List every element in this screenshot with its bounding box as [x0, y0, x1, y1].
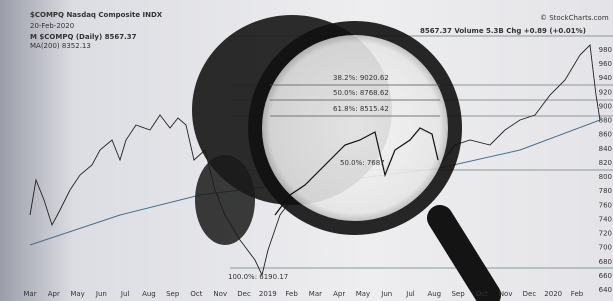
x-label: 2020 — [544, 290, 562, 298]
x-label: Oct — [476, 290, 488, 298]
y-label: 900 — [599, 102, 612, 110]
y-label: 820 — [599, 159, 612, 167]
x-label: Feb — [571, 290, 584, 298]
date: 20-Feb-2020 — [30, 22, 74, 30]
x-label: Feb — [285, 290, 298, 298]
y-label: 880 — [599, 117, 612, 125]
x-label: Mar — [23, 290, 36, 298]
y-label: 720 — [599, 230, 612, 238]
y-label: 840 — [599, 145, 612, 153]
y-label: 660 — [599, 272, 612, 280]
y-label: 780 — [599, 187, 612, 195]
quote: 8567.37 Volume 5.3B Chg +0.89 (+0.01%) — [420, 27, 586, 35]
y-label: 960 — [599, 60, 612, 68]
fib-label: 61.8%: 8515.42 — [333, 105, 389, 113]
x-label: Dec — [523, 290, 537, 298]
y-label: 680 — [599, 258, 612, 266]
x-label: Nov — [213, 290, 227, 298]
lens-shadow — [195, 155, 255, 245]
x-label: Apr — [333, 290, 345, 298]
x-label: Aug — [142, 290, 156, 298]
x-label: Dec — [237, 290, 251, 298]
x-label: Oct — [190, 290, 202, 298]
x-label: Mar — [309, 290, 322, 298]
x-label: Nov — [499, 290, 513, 298]
y-label: 640 — [599, 286, 612, 294]
y-label: 920 — [599, 88, 612, 96]
x-label: Jul — [405, 290, 415, 298]
y-label: 700 — [599, 244, 612, 252]
fib-label: 50.0%: 7687 — [340, 159, 385, 167]
fib-label: 100.0%: 6190.17 — [228, 273, 288, 281]
ma-label: MA(200) 8352.13 — [30, 42, 91, 50]
x-label: Sep — [166, 290, 180, 298]
y-label: 800 — [599, 173, 612, 181]
y-label: 860 — [599, 131, 612, 139]
x-label: Jul — [120, 290, 130, 298]
x-label: Jun — [95, 290, 107, 298]
x-label: Apr — [48, 290, 60, 298]
magnifier-lens — [255, 28, 455, 228]
series-label: M $COMPQ (Daily) 8567.37 — [30, 33, 137, 41]
fib-label: 38.2%: 9020.62 — [333, 74, 389, 82]
y-label: 940 — [599, 74, 612, 82]
x-label: May — [70, 290, 84, 298]
fib-label: 50.0%: 8768.62 — [333, 89, 389, 97]
x-label: Jun — [380, 290, 392, 298]
y-label: 980 — [599, 46, 612, 54]
x-label: Aug — [427, 290, 441, 298]
photo: $COMPQ Nasdaq Composite INDX 20-Feb-2020… — [0, 0, 613, 301]
x-label: Sep — [451, 290, 465, 298]
x-label: May — [356, 290, 370, 298]
y-label: 740 — [599, 215, 612, 223]
y-label: 760 — [599, 201, 612, 209]
x-label: 2019 — [259, 290, 277, 298]
symbol: $COMPQ Nasdaq Composite INDX — [30, 11, 163, 19]
credit: © StockCharts.com — [540, 14, 609, 22]
